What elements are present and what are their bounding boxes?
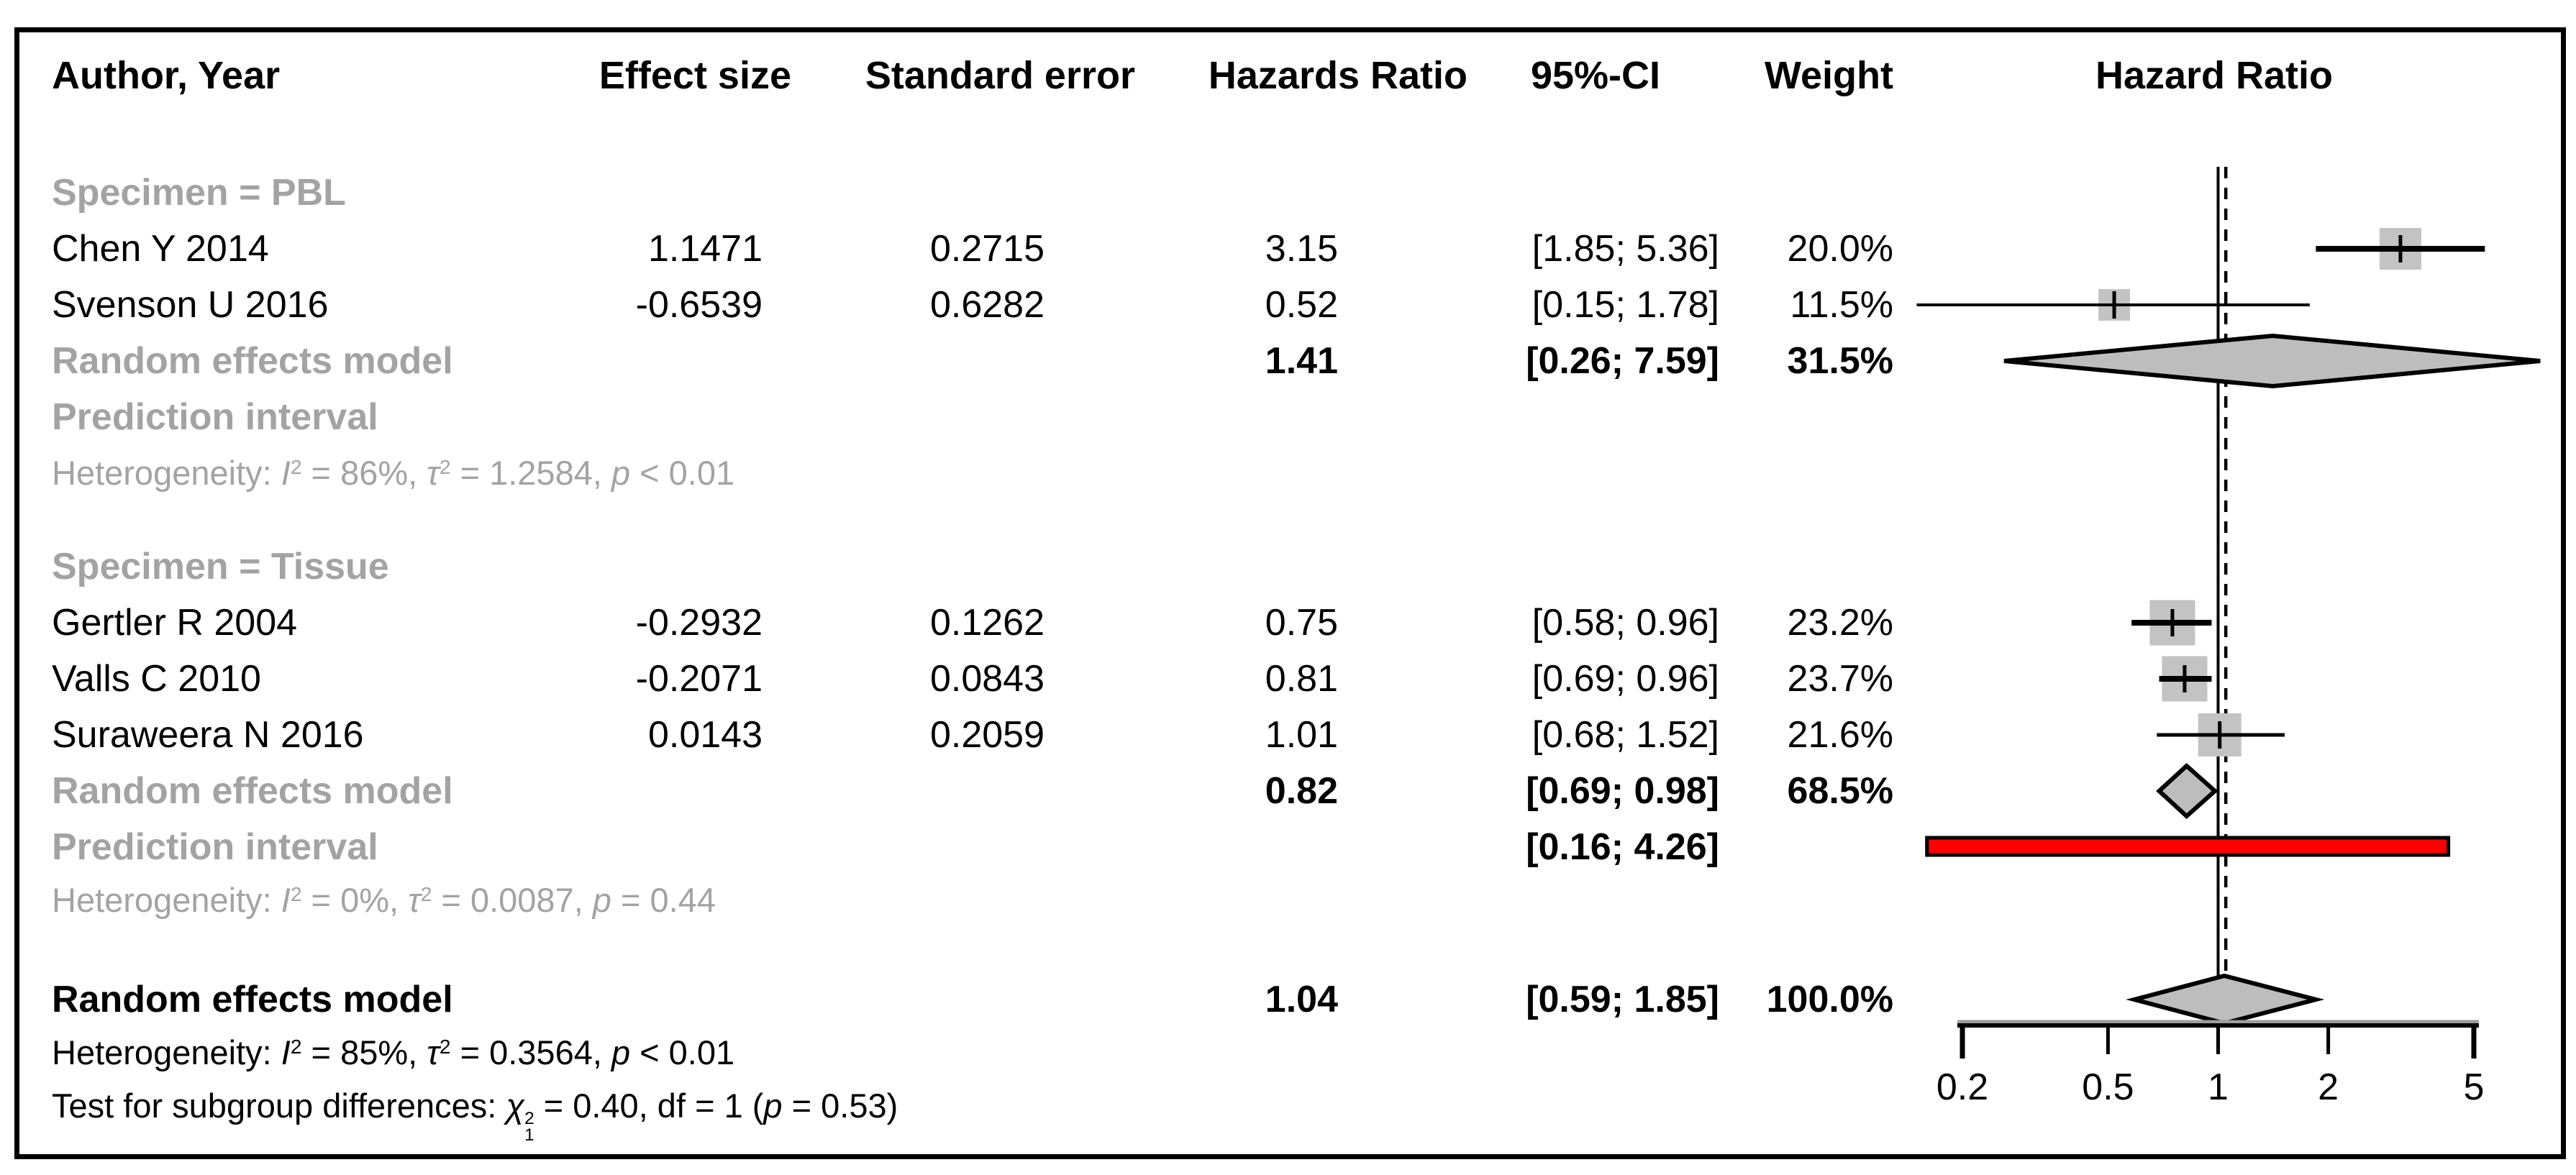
point-estimate-tick <box>2170 609 2175 636</box>
prediction-interval-row: Prediction interval <box>0 393 2576 441</box>
prediction-interval-row: Prediction interval [0.16; 4.26] <box>0 823 2576 871</box>
column-header-ci: 95%-CI <box>1530 54 1661 97</box>
study-row: Svenson U 2016 -0.6539 0.6282 0.52 [0.15; 1.… <box>0 281 2576 329</box>
pooled-hazards-ratio-cell: 1.41 <box>1265 340 1338 382</box>
standard-error-cell: 0.1262 <box>929 602 1044 644</box>
figure-border <box>14 27 2566 1159</box>
subgroup-label-row: Specimen = PBL <box>0 169 2576 216</box>
author-cell: Valls C 2010 <box>52 658 261 700</box>
overall-ci-cell: [0.59; 1.85] <box>1526 979 1719 1020</box>
standard-error-cell: 0.2715 <box>929 228 1044 270</box>
overall-pooled-row: Random effects model 1.04 [0.59; 1.85] 100.… <box>0 976 2576 1023</box>
subgroup-label: Specimen = PBL <box>52 172 346 214</box>
axis-tick-label: 2 <box>2318 1066 2339 1108</box>
subgroup-label-row: Specimen = Tissue <box>0 543 2576 590</box>
prediction-interval-bar <box>1925 836 2451 857</box>
heterogeneity-text: Heterogeneity: I2 = 0%, τ2 = 0.0087, p =… <box>52 881 716 919</box>
point-estimate-tick <box>2183 665 2187 692</box>
pooled-weight-cell: 68.5% <box>1787 770 1893 812</box>
standard-error-cell: 0.2059 <box>929 714 1044 756</box>
study-row: Chen Y 2014 1.1471 0.2715 3.15 [1.85; 5.36] 2… <box>0 225 2576 273</box>
study-row: Suraweera N 2016 0.0143 0.2059 1.01 [0.68; 1… <box>0 711 2576 759</box>
column-header-row: Author, Year Effect size Standard error … <box>0 52 2576 99</box>
axis-tick-label: 0.2 <box>1936 1066 1989 1108</box>
overall-pooled-label: Random effects model <box>52 979 453 1020</box>
hazards-ratio-cell: 1.01 <box>1265 714 1338 756</box>
effect-size-cell: -0.2071 <box>635 658 763 700</box>
weight-cell: 20.0% <box>1787 228 1893 270</box>
pooled-ci-cell: [0.69; 0.98] <box>1526 770 1719 812</box>
effect-size-cell: -0.2932 <box>635 602 763 644</box>
weight-cell: 21.6% <box>1787 714 1893 756</box>
overall-heterogeneity-text: Heterogeneity: I2 = 85%, τ2 = 0.3564, p … <box>52 1033 735 1071</box>
overall-diamond <box>2126 973 2325 1026</box>
effect-size-cell: 0.0143 <box>647 714 763 756</box>
author-cell: Svenson U 2016 <box>52 284 329 326</box>
plot-title: Hazard Ratio <box>2095 54 2334 97</box>
author-cell: Gertler R 2004 <box>52 602 298 644</box>
column-header-author: Author, Year <box>52 54 281 97</box>
weight-cell: 23.2% <box>1787 602 1893 644</box>
prediction-interval-ci-cell: [0.16; 4.26] <box>1526 826 1719 868</box>
pooled-label: Random effects model <box>52 340 453 382</box>
pooled-diamond <box>2156 762 2218 820</box>
weight-cell: 11.5% <box>1790 284 1893 326</box>
ci-cell: [1.85; 5.36] <box>1532 228 1719 270</box>
pooled-weight-cell: 31.5% <box>1787 340 1893 382</box>
prediction-interval-label: Prediction interval <box>52 396 378 438</box>
hazards-ratio-cell: 0.81 <box>1265 658 1338 700</box>
column-header-weight: Weight <box>1765 54 1893 97</box>
ci-cell: [0.15; 1.78] <box>1532 284 1719 326</box>
ci-cell: [0.69; 0.96] <box>1532 658 1719 700</box>
author-cell: Chen Y 2014 <box>52 228 269 270</box>
study-row: Valls C 2010 -0.2071 0.0843 0.81 [0.69; 0.96… <box>0 655 2576 703</box>
pooled-ci-cell: [0.26; 7.59] <box>1526 340 1719 382</box>
pooled-hazards-ratio-cell: 0.82 <box>1265 770 1338 812</box>
column-header-standard-error: Standard error <box>865 54 1135 97</box>
overall-heterogeneity-row: Heterogeneity: I2 = 85%, τ2 = 0.3564, p … <box>0 1029 2576 1076</box>
effect-size-cell: -0.6539 <box>635 284 763 326</box>
heterogeneity-row: Heterogeneity: I2 = 86%, τ2 = 1.2584, p … <box>0 449 2576 497</box>
effect-size-cell: 1.1471 <box>647 228 763 270</box>
hazards-ratio-cell: 3.15 <box>1265 228 1338 270</box>
weight-cell: 23.7% <box>1787 658 1893 700</box>
pooled-label: Random effects model <box>52 770 453 812</box>
column-header-effect-size: Effect size <box>599 54 791 97</box>
axis-tick-label: 0.5 <box>2082 1066 2134 1108</box>
ci-cell: [0.58; 0.96] <box>1532 602 1719 644</box>
subgroup-label: Specimen = Tissue <box>52 546 389 588</box>
study-row: Gertler R 2004 -0.2932 0.1262 0.75 [0.58; 0.… <box>0 599 2576 646</box>
overall-weight-cell: 100.0% <box>1766 979 1893 1020</box>
pooled-diamond <box>2003 333 2541 389</box>
column-header-hazards-ratio: Hazards Ratio <box>1208 54 1467 97</box>
pooled-row: Random effects model 0.82 [0.69; 0.98] 68.5… <box>0 767 2576 815</box>
point-estimate-tick <box>2398 235 2403 262</box>
standard-error-cell: 0.0843 <box>929 658 1044 700</box>
ci-cell: [0.68; 1.52] <box>1532 714 1719 756</box>
heterogeneity-text: Heterogeneity: I2 = 86%, τ2 = 1.2584, p … <box>52 454 735 492</box>
pooled-row: Random effects model 1.41 [0.26; 7.59] 31.5… <box>0 337 2576 385</box>
point-estimate-tick <box>2218 721 2222 749</box>
heterogeneity-row: Heterogeneity: I2 = 0%, τ2 = 0.0087, p =… <box>0 877 2576 924</box>
standard-error-cell: 0.6282 <box>929 284 1044 326</box>
axis-tick-label: 1 <box>2208 1066 2229 1108</box>
prediction-interval-label: Prediction interval <box>52 826 378 868</box>
hazards-ratio-cell: 0.75 <box>1265 602 1338 644</box>
hazards-ratio-cell: 0.52 <box>1265 284 1338 326</box>
point-estimate-tick <box>2112 291 2116 319</box>
axis-tick-label: 5 <box>2463 1066 2485 1108</box>
overall-hazards-ratio-cell: 1.04 <box>1265 979 1338 1020</box>
author-cell: Suraweera N 2016 <box>52 714 364 756</box>
